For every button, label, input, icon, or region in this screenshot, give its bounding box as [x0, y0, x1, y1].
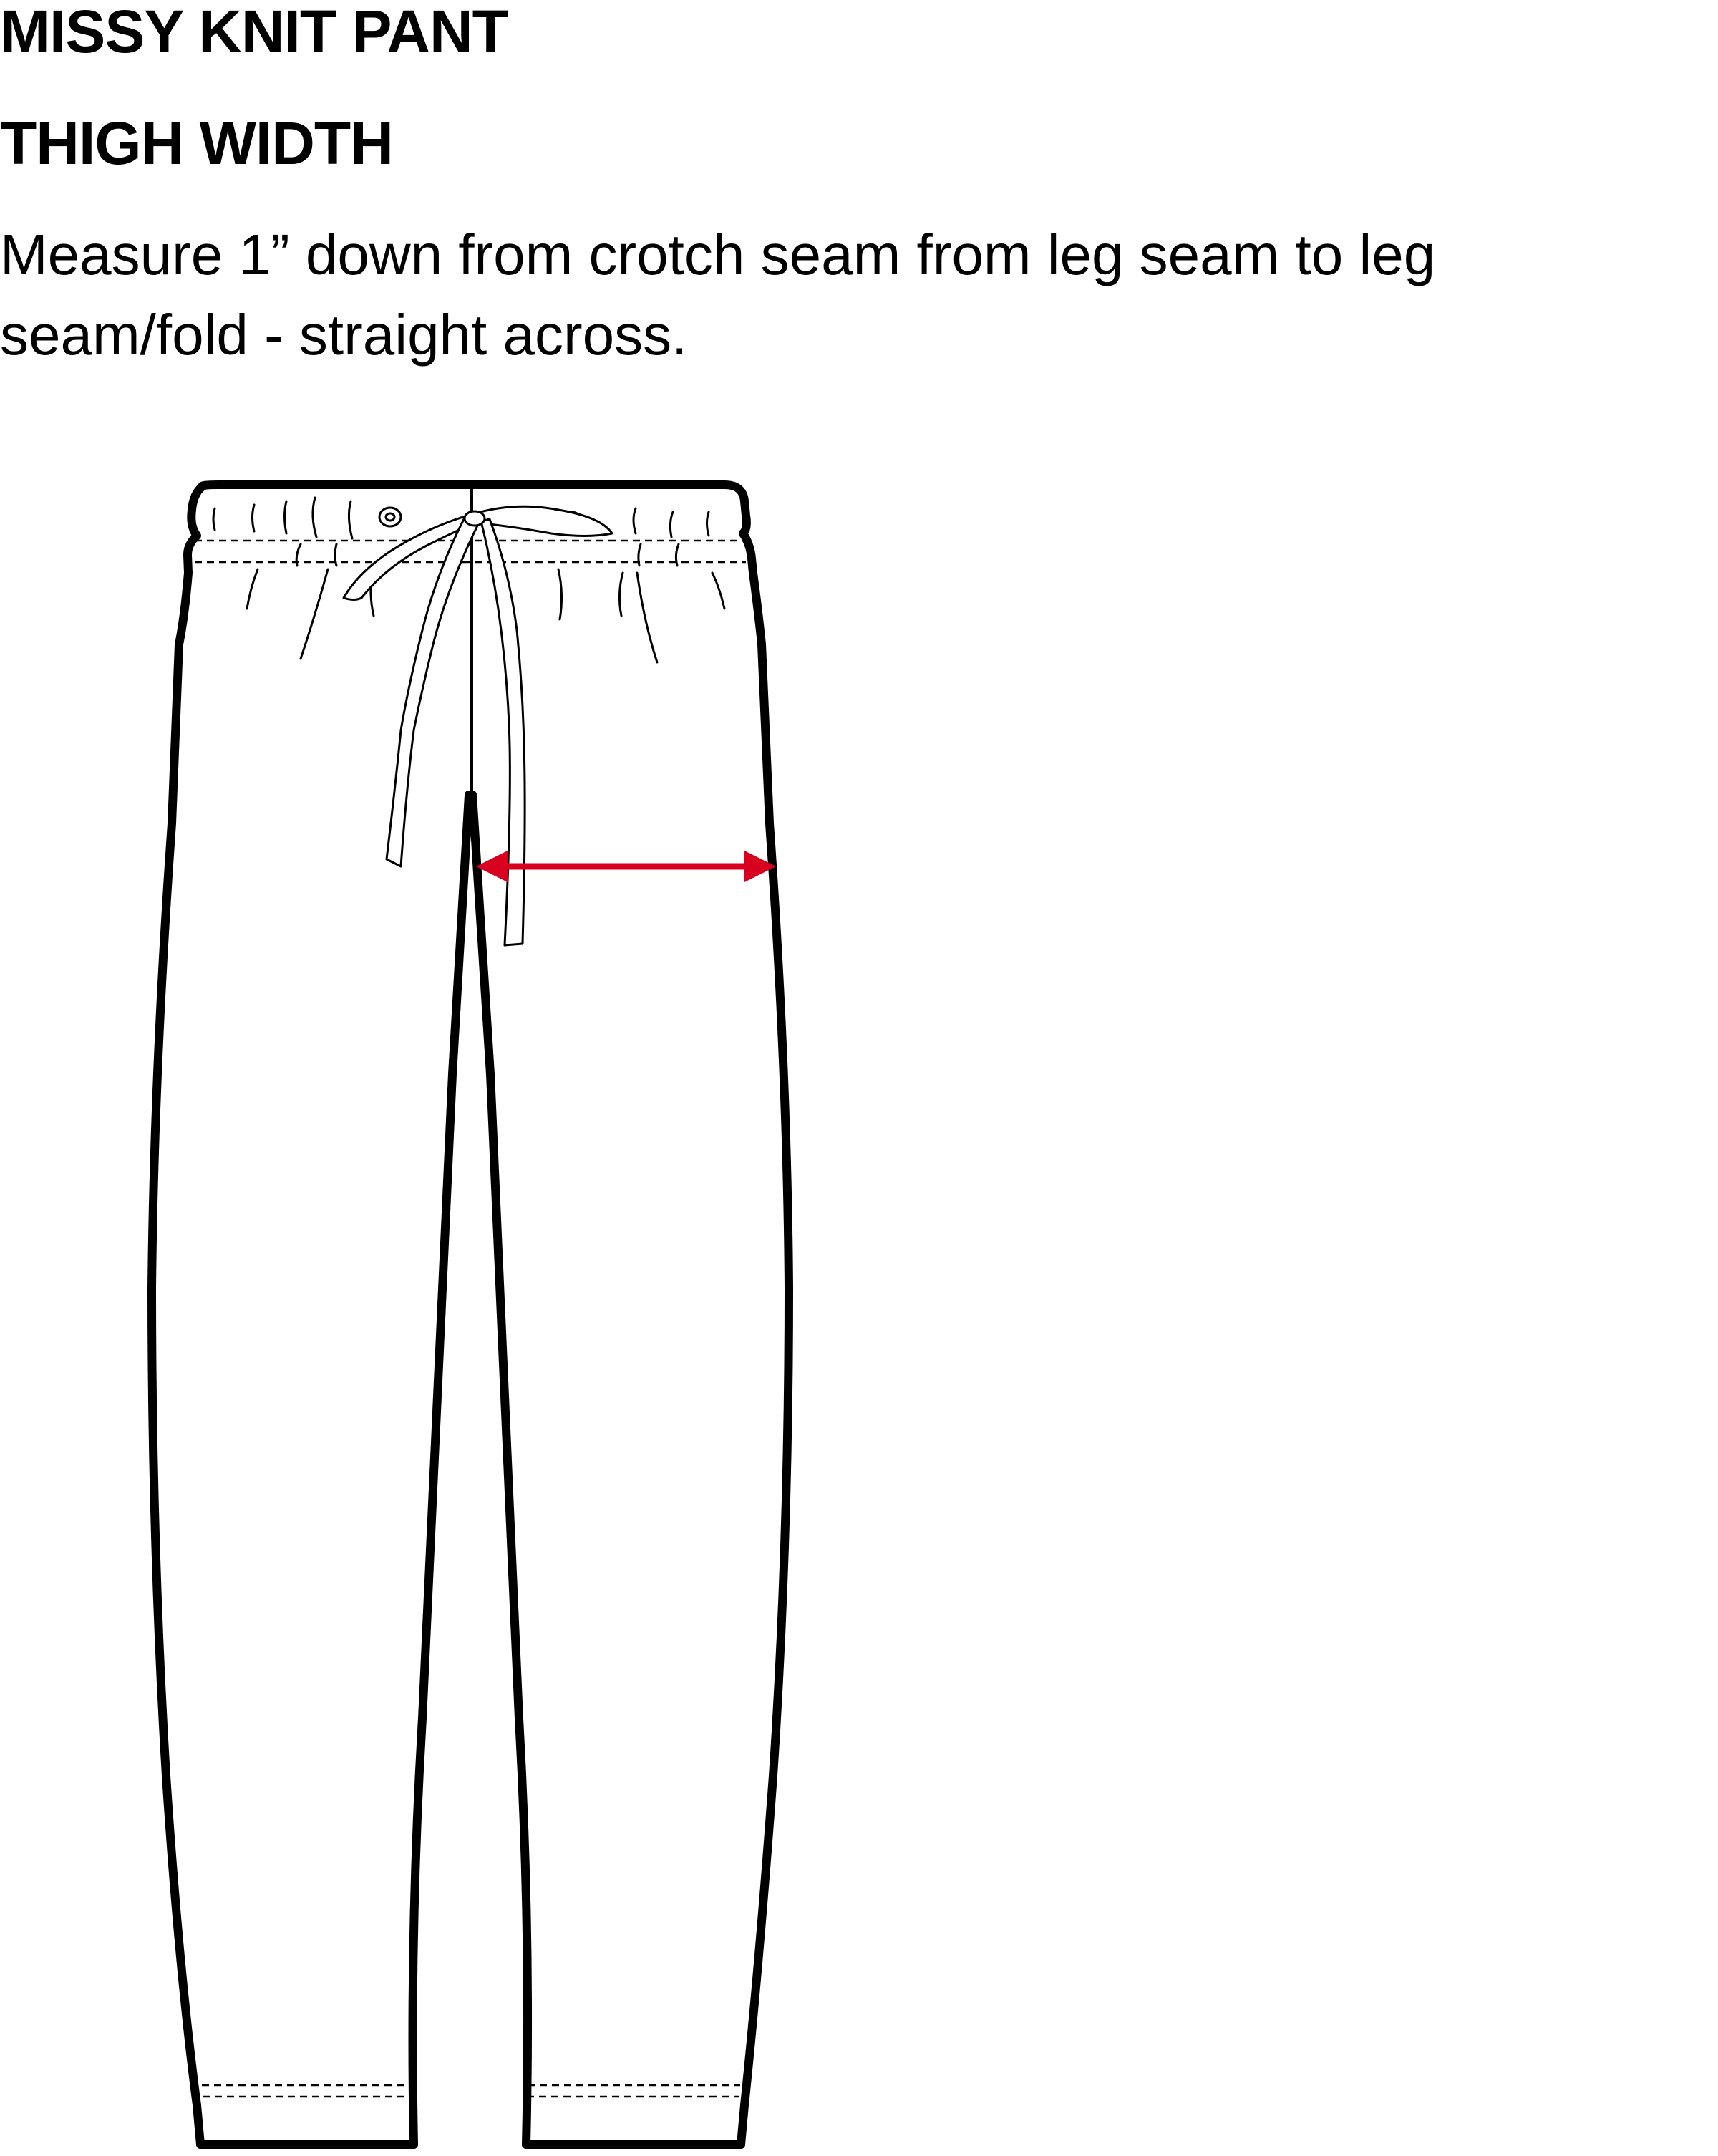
- waistband-gathers: [212, 496, 710, 567]
- measurement-instructions: Measure 1” down from crotch seam from le…: [0, 223, 1436, 367]
- drawstring-knot: [463, 510, 486, 527]
- drawstring: [342, 505, 613, 947]
- left-outer-seam: [147, 569, 205, 2149]
- hem-stitching: [202, 2084, 740, 2098]
- waistband-left-edge: [183, 483, 206, 577]
- right-inseam: [468, 791, 533, 2149]
- waistband-top: [197, 480, 751, 538]
- right-outer-seam: [737, 569, 793, 2149]
- body-gathers: [246, 568, 726, 664]
- measurement-name: THIGH WIDTH: [0, 110, 394, 177]
- document-title: MISSY KNIT PANT: [0, 0, 509, 65]
- left-inseam: [408, 791, 473, 2149]
- waistband-right-edge: [739, 529, 757, 577]
- left-grommet: [378, 506, 402, 528]
- pant-outline: [147, 480, 793, 2149]
